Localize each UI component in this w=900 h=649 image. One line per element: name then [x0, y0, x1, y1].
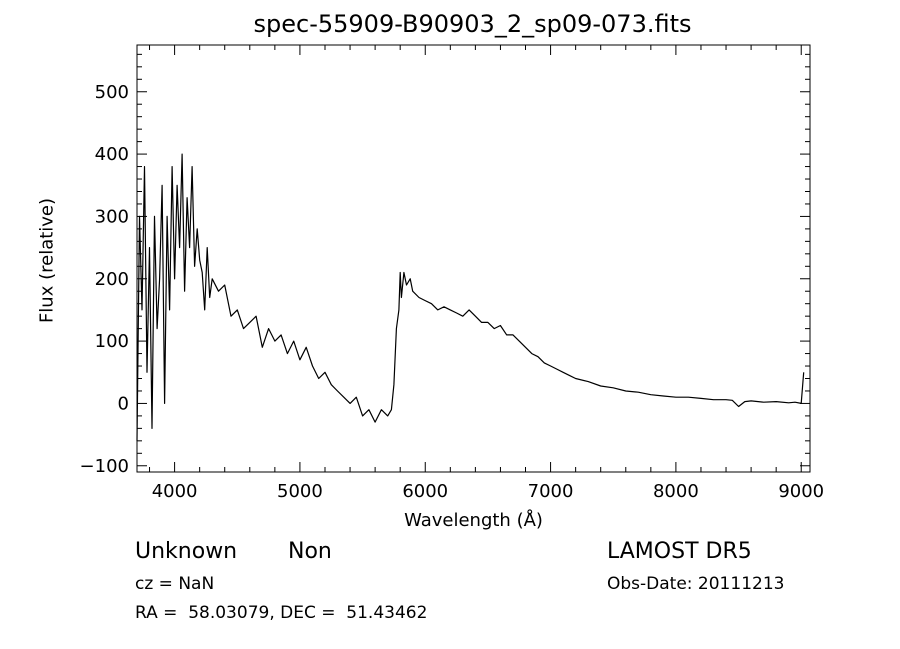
- x-axis-label: Wavelength (Å): [404, 510, 543, 531]
- x-tick-label: 8000: [653, 481, 699, 502]
- y-tick-label: 0: [118, 393, 129, 414]
- plot-frame: [136, 44, 811, 473]
- y-tick-label: 200: [95, 269, 129, 290]
- x-tick-label: 6000: [402, 481, 448, 502]
- x-tick-label: 4000: [152, 481, 198, 502]
- axis-ticks: [137, 45, 810, 472]
- spectrum-line: [136, 153, 805, 441]
- subclass-label: Non: [288, 539, 332, 564]
- x-tick-label: 9000: [778, 481, 824, 502]
- y-tick-label: 500: [95, 82, 129, 103]
- coordinates-label: RA = 58.03079, DEC = 51.43462: [135, 603, 428, 623]
- y-axis-label: Flux (relative): [36, 197, 58, 324]
- x-tick-label: 5000: [277, 481, 323, 502]
- chart-title: spec-55909-B90903_2_sp09-073.fits: [253, 10, 692, 38]
- redshift-label: cz = NaN: [135, 574, 215, 594]
- tick-labels: 4000 5000 6000 7000 8000 9000 −100 0 100 200 300 40…: [80, 82, 825, 502]
- survey-label: LAMOST DR5: [607, 539, 752, 564]
- y-tick-label: 100: [95, 331, 129, 352]
- y-tick-label: 300: [95, 206, 129, 227]
- class-label: Unknown: [135, 539, 238, 564]
- obs-date-label: Obs-Date: 20111213: [607, 574, 785, 594]
- y-tick-label: −100: [80, 456, 129, 477]
- x-tick-label: 7000: [528, 481, 574, 502]
- y-tick-label: 400: [95, 144, 129, 165]
